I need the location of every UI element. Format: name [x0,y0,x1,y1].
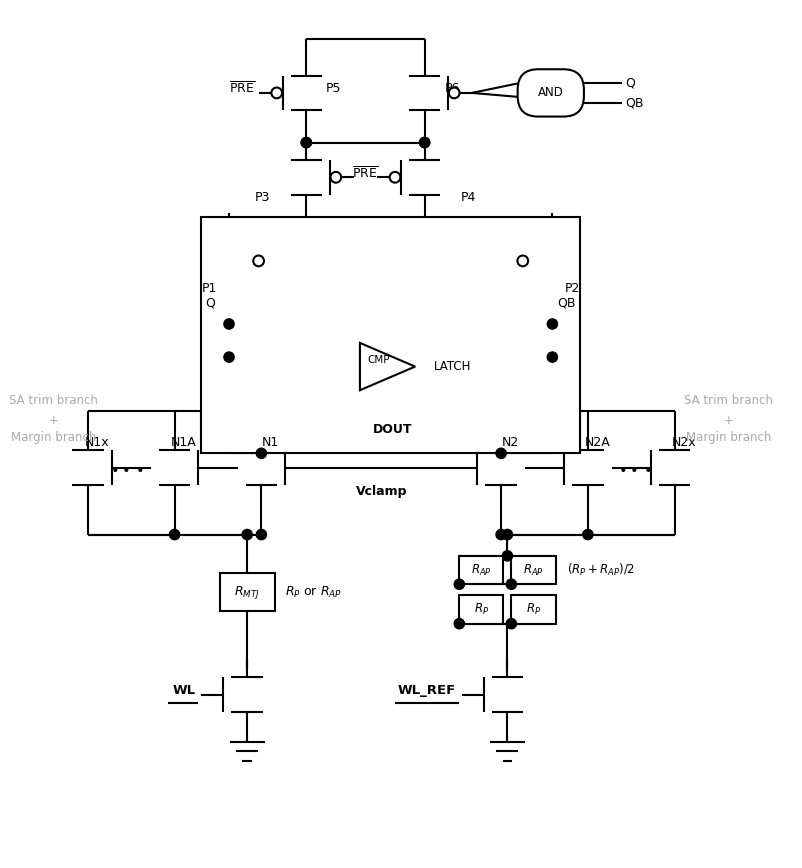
Text: Q: Q [205,296,215,309]
Circle shape [302,137,311,148]
Circle shape [253,255,264,266]
Bar [512,556,556,584]
Text: Margin branch: Margin branch [11,431,96,444]
Circle shape [506,619,516,628]
Text: N2A: N2A [585,436,610,449]
Text: SA trim branch: SA trim branch [684,394,772,407]
Bar [460,595,504,624]
Circle shape [502,529,512,540]
Text: $\overline{\mathrm{PRE}}$: $\overline{\mathrm{PRE}}$ [352,166,379,181]
Circle shape [256,529,266,540]
Circle shape [224,352,234,362]
Circle shape [242,529,253,540]
Text: QB: QB [626,96,644,109]
Text: $R_P$ or $R_{AP}$: $R_P$ or $R_{AP}$ [285,584,342,600]
Text: $R_{AP}$: $R_{AP}$ [471,562,492,577]
Text: $R_P$: $R_P$ [526,602,541,617]
Circle shape [454,579,464,589]
Text: WL_REF: WL_REF [398,684,456,697]
Text: P2: P2 [565,282,580,295]
Text: $\overline{\mathrm{PRE}}$: $\overline{\mathrm{PRE}}$ [229,82,255,96]
Circle shape [271,88,282,98]
Text: CMP: CMP [367,355,390,365]
Text: $\bullet\bullet\bullet$: $\bullet\bullet\bullet$ [618,461,652,475]
Text: N2x: N2x [672,436,696,449]
Circle shape [419,137,430,148]
Circle shape [256,448,266,458]
Text: N1: N1 [262,436,279,449]
Circle shape [419,137,430,148]
Text: +: + [49,414,59,427]
Bar [460,556,504,584]
Circle shape [496,448,506,458]
Circle shape [449,88,460,98]
Circle shape [390,172,400,182]
Text: QB: QB [557,296,576,309]
Text: $R_P$: $R_P$ [474,602,489,617]
Text: P3: P3 [255,190,270,203]
Text: DOUT: DOUT [373,424,413,437]
Circle shape [506,579,516,589]
Bar [512,595,556,624]
Bar [201,217,580,453]
Text: Q: Q [626,76,636,89]
FancyBboxPatch shape [517,69,584,116]
Text: P6: P6 [444,82,460,95]
Circle shape [454,619,464,628]
Text: $R_{MTJ}$: $R_{MTJ}$ [234,583,260,601]
Text: P4: P4 [460,190,476,203]
Text: +: + [723,414,733,427]
Text: Margin branch: Margin branch [686,431,771,444]
Circle shape [547,352,557,362]
Text: N1x: N1x [85,436,110,449]
Text: WL: WL [172,684,196,697]
Circle shape [517,255,529,266]
Circle shape [169,529,180,540]
Polygon shape [360,343,415,391]
Text: $R_{AP}$: $R_{AP}$ [523,562,544,577]
Text: $(R_P+R_{AP})/2$: $(R_P+R_{AP})/2$ [567,562,635,578]
Circle shape [502,550,512,561]
Text: LATCH: LATCH [434,360,472,373]
Text: $\bullet\bullet\bullet$: $\bullet\bullet\bullet$ [111,461,144,475]
Bar [220,573,275,611]
Text: AND: AND [538,87,564,100]
Circle shape [547,319,557,329]
Circle shape [330,172,341,182]
Text: P1: P1 [201,282,217,295]
Text: N1A: N1A [171,436,197,449]
Circle shape [496,529,506,540]
Circle shape [224,319,234,329]
Circle shape [583,529,593,540]
Text: Vclamp: Vclamp [355,485,407,498]
Text: SA trim branch: SA trim branch [10,394,99,407]
Text: N2: N2 [502,436,519,449]
Text: P5: P5 [326,82,342,95]
Circle shape [302,137,311,148]
